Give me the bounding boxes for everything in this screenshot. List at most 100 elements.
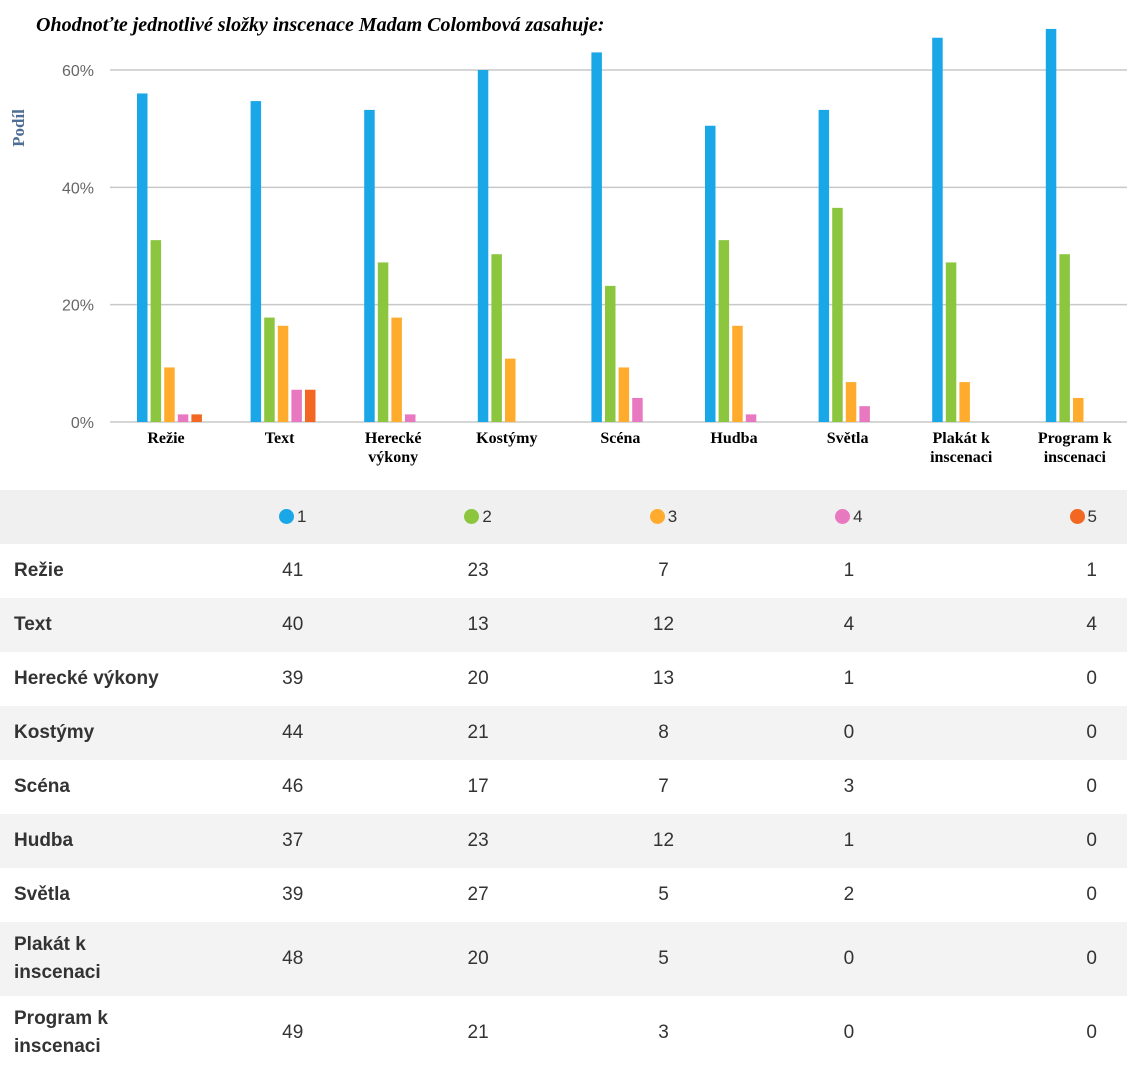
bar	[191, 414, 202, 422]
bar	[859, 406, 870, 422]
table-header-label: 1	[296, 507, 307, 526]
cell-value: 23	[467, 560, 489, 581]
bar	[364, 109, 375, 422]
bar	[391, 317, 402, 422]
x-tick-label: Program k inscenaci	[1038, 430, 1112, 466]
cell-value: 0	[1086, 948, 1097, 969]
bar	[250, 101, 262, 423]
x-tick-label: Světla	[827, 430, 869, 447]
table-row: Herecké výkony 39 20 13 1 0	[0, 652, 1127, 706]
bar	[150, 240, 162, 422]
cell-value: 39	[282, 884, 304, 905]
x-tick-label: Herecké výkony	[365, 430, 422, 466]
cell-value: 41	[282, 560, 304, 581]
bar	[945, 262, 957, 422]
bar	[605, 285, 616, 422]
cell-value: 4	[1086, 614, 1097, 635]
bar	[591, 52, 602, 423]
bar	[164, 367, 175, 422]
cell-value: 0	[843, 722, 855, 743]
cell-value: 0	[843, 948, 855, 969]
cell-value: 21	[467, 722, 489, 743]
row-label: Hudba	[14, 829, 74, 851]
table-row: Hudba 37 23 12 1 0	[0, 814, 1127, 868]
cell-value: 8	[658, 722, 669, 743]
table-row: Režie 41 23 7 1 1	[0, 544, 1127, 598]
bars	[137, 28, 1084, 423]
legend-dot-icon	[278, 509, 294, 524]
bar	[818, 109, 830, 422]
bar	[1045, 28, 1057, 423]
table-header-4: 4	[756, 490, 941, 544]
bar	[959, 382, 970, 422]
cell-value: 4	[843, 614, 855, 635]
chart-title: Ohodnoťte jednotlivé složky inscenace Ma…	[36, 14, 605, 36]
table-row: Kostýmy 44 21 8 0 0	[0, 706, 1127, 760]
gridlines	[110, 69, 1127, 423]
x-axis-ticks: Režie Text Herecké výkony Kostýmy Scéna Hudba S…	[147, 430, 1112, 466]
cell-value: 1	[1086, 560, 1097, 581]
cell-value: 13	[652, 668, 675, 689]
cell-value: 44	[282, 722, 304, 743]
cell-value: 37	[282, 830, 304, 851]
cell-value: 0	[1086, 884, 1097, 905]
cell-value: 3	[843, 776, 855, 797]
y-tick-label: 60%	[62, 63, 94, 80]
cell-value: 12	[652, 830, 675, 851]
cell-value: 5	[658, 884, 669, 905]
row-label: Světla	[14, 883, 70, 905]
row-label: Scéna	[14, 775, 70, 797]
bar	[832, 207, 843, 422]
table-header-5: 5	[942, 490, 1127, 544]
table-header-row: 1 2 3 4 5	[0, 490, 1127, 544]
cell-value: 7	[658, 776, 669, 797]
y-tick-label: 40%	[62, 180, 94, 197]
cell-value: 0	[1086, 830, 1097, 851]
table-header-1: 1	[200, 490, 385, 544]
x-tick-label: Kostýmy	[476, 430, 537, 447]
cell-value: 20	[467, 948, 489, 969]
cell-value: 5	[658, 948, 669, 969]
row-label: Herecké výkony	[14, 667, 159, 689]
bar	[305, 389, 316, 422]
table-header-2: 2	[385, 490, 570, 544]
x-tick-label: Hudba	[710, 430, 757, 447]
cell-value: 13	[467, 614, 489, 635]
cell-value: 39	[282, 668, 304, 689]
bar-chart: 0% 20% 40% 60% Podíl Režie Text Herecké výkony…	[9, 28, 1127, 466]
bar	[405, 414, 416, 422]
cell-value: 2	[843, 884, 855, 905]
bar	[845, 382, 857, 422]
table-row: Scéna 46 17 7 3 0	[0, 760, 1127, 814]
row-label: Režie	[14, 559, 64, 581]
legend-dot-icon	[1069, 509, 1085, 524]
bar	[177, 414, 189, 422]
cell-value: 7	[658, 560, 669, 581]
x-tick-label: Scéna	[600, 430, 640, 447]
bar	[291, 389, 302, 422]
row-label: Text	[14, 613, 52, 635]
cell-value: 1	[843, 668, 855, 689]
bar	[491, 254, 502, 422]
bar	[618, 367, 630, 422]
cell-value: 17	[467, 776, 489, 797]
bar	[718, 240, 730, 422]
row-label: Kostýmy	[14, 721, 95, 743]
y-tick-label: 0%	[71, 415, 94, 432]
row-label: Plakát k inscenaci	[14, 933, 101, 984]
cell-value: 12	[652, 614, 675, 635]
bar	[1073, 397, 1084, 422]
row-label: Program k inscenaci	[14, 1007, 108, 1058]
x-tick-label: Režie	[147, 430, 184, 447]
cell-value: 0	[843, 1022, 855, 1043]
bar	[1059, 254, 1070, 422]
bar	[377, 262, 389, 422]
x-tick-label: Plakát k inscenaci	[930, 430, 993, 466]
cell-value: 49	[282, 1022, 304, 1043]
cell-value: 48	[282, 948, 304, 969]
cell-value: 0	[1086, 1022, 1097, 1043]
bar	[505, 358, 516, 422]
cell-value: 27	[467, 884, 489, 905]
table-row: Program k inscenaci 49 21 3 0 0	[0, 996, 1127, 1070]
